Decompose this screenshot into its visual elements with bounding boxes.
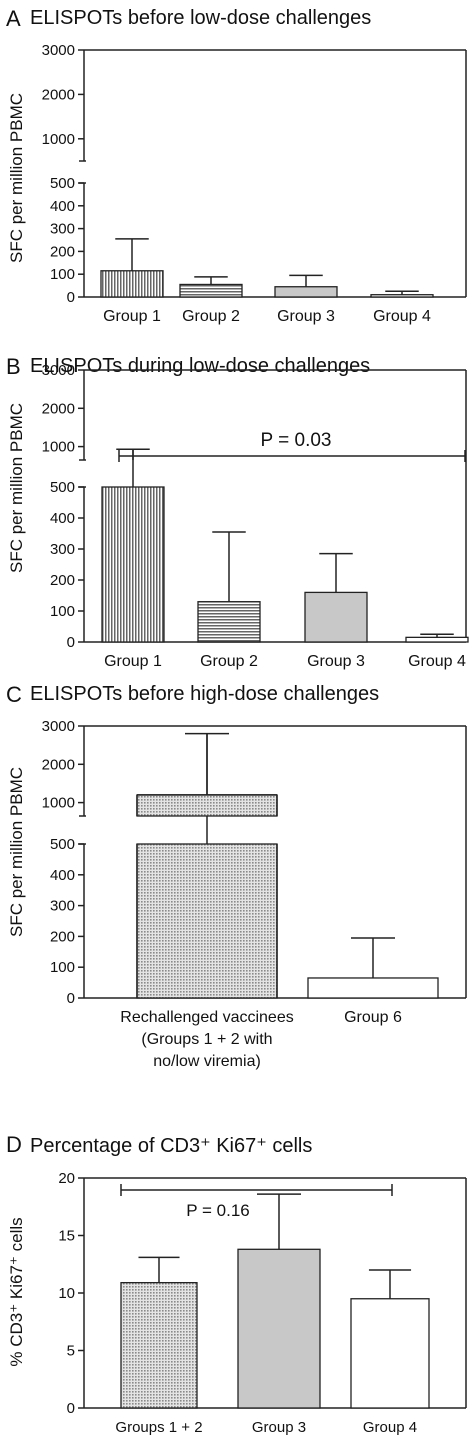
chart-b: 0 100 200 300 400 500 1000 2000 3000 SFC per mill… xyxy=(7,362,469,670)
y-tick-label: 1000 xyxy=(42,795,75,812)
panel-letter-a: A xyxy=(6,6,21,31)
chart-title-b: ELISPOTs during low-dose challenges xyxy=(30,355,371,377)
x-tick-label: Group 1 xyxy=(104,653,162,670)
y-tick-label: 10 xyxy=(58,1285,75,1302)
x-tick-label: Group 2 xyxy=(182,308,240,325)
x-tick-label: Rechallenged vaccinees xyxy=(120,1009,293,1026)
bar xyxy=(120,1281,198,1409)
y-tick-label: 3000 xyxy=(42,362,75,379)
x-tick-label: no/low viremia) xyxy=(153,1053,261,1070)
x-tick-label: Group 3 xyxy=(252,1419,306,1436)
y-tick-label: 2000 xyxy=(42,400,75,417)
y-axis-label: SFC per million PBMC xyxy=(7,403,26,573)
p-value-label: P = 0.16 xyxy=(186,1201,250,1220)
y-tick-label: 100 xyxy=(50,266,75,283)
y-tick-label: 0 xyxy=(67,1400,75,1417)
y-tick-label: 200 xyxy=(50,928,75,945)
y-tick-label: 300 xyxy=(50,898,75,915)
bar xyxy=(405,636,469,643)
y-tick-label: 500 xyxy=(50,175,75,192)
x-tick-label: Group 3 xyxy=(277,308,335,325)
bar-upper xyxy=(136,794,278,817)
y-tick-label: 100 xyxy=(50,603,75,620)
y-tick-label: 5 xyxy=(67,1343,75,1360)
chart-title-d: Percentage of CD3⁺ Ki67⁺ cells xyxy=(30,1135,313,1157)
y-tick-label: 3000 xyxy=(42,718,75,735)
p-value-label: P = 0.03 xyxy=(261,430,332,451)
panel-b: B ELISPOTs during low-dose challenges 0 1… xyxy=(0,340,474,670)
bar xyxy=(197,601,261,643)
x-tick-label: Group 3 xyxy=(307,653,365,670)
bar xyxy=(237,1248,321,1409)
x-tick-label: Groups 1 + 2 xyxy=(115,1419,202,1436)
y-axis-label: SFC per million PBMC xyxy=(7,767,26,937)
y-axis-label: % CD3⁺ Ki67⁺ cells xyxy=(7,1217,26,1366)
y-tick-label: 500 xyxy=(50,836,75,853)
y-tick-label: 2000 xyxy=(42,86,75,103)
y-tick-label: 2000 xyxy=(42,756,75,773)
y-tick-label: 100 xyxy=(50,959,75,976)
panel-letter-b: B xyxy=(6,354,21,379)
x-tick-label: Group 4 xyxy=(408,653,466,670)
bar xyxy=(101,486,165,643)
chart-a: 0 100 200 300 400 500 1000 2000 3000 SFC per mill… xyxy=(7,42,467,325)
chart-title-c: ELISPOTs before high-dose challenges xyxy=(30,683,380,705)
y-tick-label: 200 xyxy=(50,572,75,589)
bar xyxy=(307,977,439,999)
y-tick-label: 20 xyxy=(58,1170,75,1187)
y-tick-label: 300 xyxy=(50,541,75,558)
y-axis-label: SFC per million PBMC xyxy=(7,93,26,263)
y-tick-label: 0 xyxy=(67,634,75,651)
y-tick-label: 500 xyxy=(50,479,75,496)
y-tick-label: 1000 xyxy=(42,131,75,148)
x-tick-label: Group 6 xyxy=(344,1009,402,1026)
x-tick-label: Group 1 xyxy=(103,308,161,325)
panel-c: C ELISPOTs before high-dose challenges 0… xyxy=(0,670,474,1070)
y-tick-label: 200 xyxy=(50,243,75,260)
y-tick-label: 300 xyxy=(50,221,75,238)
bar xyxy=(274,286,338,298)
chart-d: 0 5 10 15 20 % CD3⁺ Ki67⁺ cells Groups 1 + 2 Gr… xyxy=(7,1170,467,1436)
chart-title-a: ELISPOTs before low-dose challenges xyxy=(30,7,372,29)
y-tick-label: 0 xyxy=(67,990,75,1007)
bar xyxy=(100,270,164,298)
bar xyxy=(136,843,278,999)
y-tick-label: 400 xyxy=(50,510,75,527)
x-tick-label: Group 4 xyxy=(373,308,431,325)
y-tick-label: 400 xyxy=(50,867,75,884)
y-tick-label: 15 xyxy=(58,1228,75,1245)
panel-letter-c: C xyxy=(6,682,22,707)
bar xyxy=(370,294,434,298)
x-tick-label: (Groups 1 + 2 with xyxy=(141,1031,272,1048)
bar xyxy=(179,283,243,298)
y-tick-label: 400 xyxy=(50,198,75,215)
panel-d: D Percentage of CD3⁺ Ki67⁺ cells 0 5 10 15 2… xyxy=(0,1070,474,1441)
panel-letter-d: D xyxy=(6,1132,22,1157)
panel-a: A ELISPOTs before low-dose challenges 0 1… xyxy=(0,0,474,340)
bar xyxy=(304,591,368,643)
chart-c: 0 100 200 300 400 500 1000 2000 3000 SFC per mill… xyxy=(7,718,467,1070)
y-tick-label: 0 xyxy=(67,289,75,306)
x-tick-label: Group 4 xyxy=(363,1419,417,1436)
bar xyxy=(350,1298,430,1409)
y-tick-label: 3000 xyxy=(42,42,75,59)
x-tick-label: Group 2 xyxy=(200,653,258,670)
y-tick-label: 1000 xyxy=(42,439,75,456)
